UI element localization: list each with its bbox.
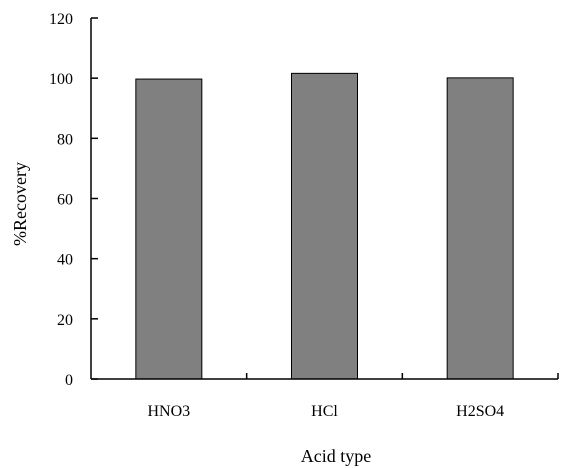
y-axis-title: %Recovery (10, 162, 30, 246)
y-tick-label: 100 (49, 71, 73, 88)
y-tick-label: 20 (57, 312, 73, 329)
bar-hcl (291, 72, 358, 380)
x-axis-ticks: HNO3 HCl H2SO4 (147, 373, 559, 420)
x-axis-title: Acid type (301, 446, 371, 466)
x-tick-label: HCl (311, 403, 338, 420)
y-tick-label: 40 (57, 252, 73, 269)
x-tick-label: H2SO4 (456, 403, 504, 420)
y-tick-label: 60 (57, 192, 73, 209)
plot-area (135, 72, 514, 380)
y-tick-label: 120 (49, 11, 73, 28)
y-axis-ticks: 0 20 40 60 80 100 120 (49, 11, 98, 389)
x-tick-label: HNO3 (147, 403, 190, 420)
y-tick-label: 80 (57, 131, 73, 148)
bar-hno3 (135, 78, 203, 380)
bar-h2so4 (446, 77, 514, 380)
y-tick-label: 0 (65, 372, 73, 389)
